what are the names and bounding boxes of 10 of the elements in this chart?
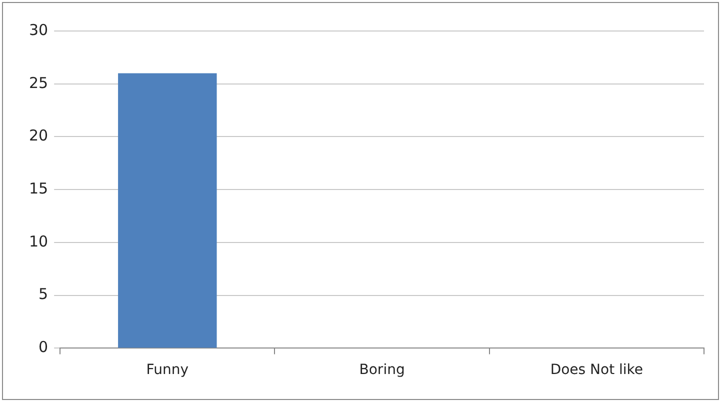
y-tick-label: 15 [28,179,48,198]
y-tick-label: 5 [38,285,48,304]
y-tick-label: 20 [28,126,48,145]
y-tick-label: 25 [28,74,48,92]
y-tick-label: 30 [28,20,48,39]
x-tick-label: Funny [146,362,189,378]
x-tick-label: Does Not like [550,362,644,378]
y-tick-label: 10 [28,232,48,250]
y-tick-label: 0 [38,338,48,356]
x-tick-label: Boring [359,362,405,378]
